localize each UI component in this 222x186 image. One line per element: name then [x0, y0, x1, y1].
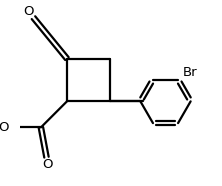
- Text: O: O: [43, 158, 53, 171]
- Text: O: O: [23, 5, 33, 18]
- Text: O: O: [0, 121, 9, 134]
- Text: Br: Br: [182, 66, 197, 79]
